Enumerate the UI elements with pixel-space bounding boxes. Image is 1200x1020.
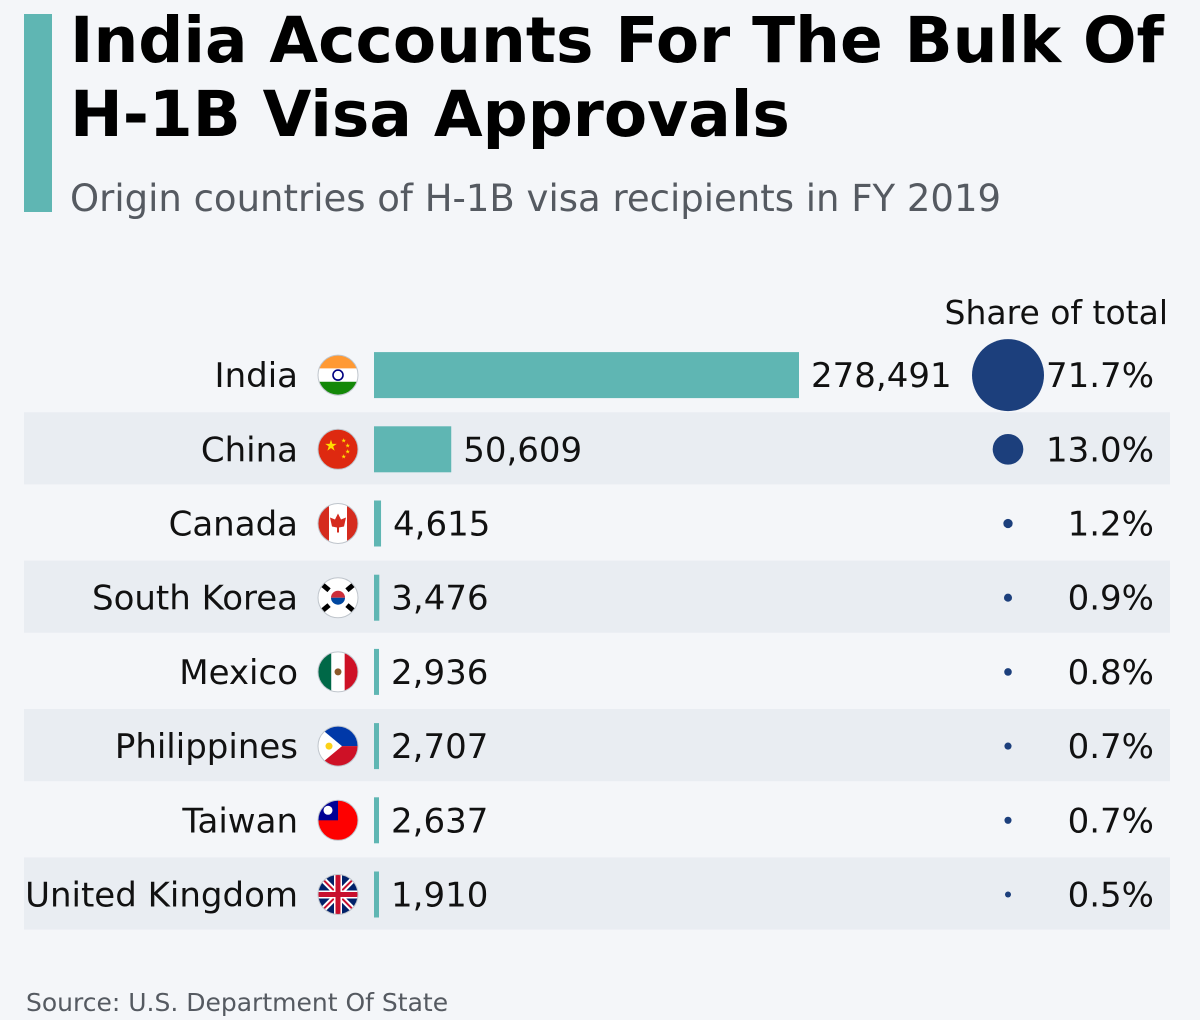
svg-text:★: ★: [345, 442, 350, 449]
share-dot: [1003, 593, 1013, 602]
data-bar: [374, 871, 379, 918]
data-bar: [374, 426, 452, 473]
chart-row: Taiwan 2,637 0.7%: [181, 797, 1154, 844]
svg-text:★: ★: [341, 453, 346, 460]
value-label: 4,615: [393, 505, 490, 545]
china-flag-icon: ★ ★★★★: [317, 428, 359, 470]
category-label: Philippines: [115, 727, 298, 767]
data-bar: [374, 574, 380, 621]
chart-subtitle: Origin countries of H-1B visa recipients…: [70, 177, 1002, 220]
source-note: Source: U.S. Department Of State: [26, 988, 449, 1017]
share-dot: [1004, 816, 1012, 824]
share-dot: [1004, 742, 1012, 750]
data-bar: [374, 797, 379, 844]
chart-row: South Korea 3,476 0.9%: [24, 560, 1170, 633]
mexico-flag-icon: [317, 651, 359, 693]
united-kingdom-flag-icon: [317, 874, 359, 915]
category-label: Canada: [169, 505, 298, 545]
category-label: Mexico: [179, 653, 298, 693]
data-bar: [374, 500, 382, 547]
chart-row: China ★ ★★★★ 50,609 13.0%: [24, 412, 1170, 485]
canada-flag-icon: [317, 503, 359, 544]
svg-text:★: ★: [345, 448, 350, 455]
south-korea-flag-icon: [317, 577, 359, 619]
philippines-flag-icon: [317, 725, 359, 767]
row-stripe: [24, 709, 1170, 782]
value-label: 3,476: [391, 579, 488, 619]
value-label: 278,491: [811, 356, 952, 396]
share-dot: [1003, 518, 1013, 529]
share-dot: [1004, 668, 1012, 676]
row-stripe: [24, 412, 1170, 485]
india-flag-icon: [317, 354, 359, 396]
chart-row: Mexico 2,936 0.8%: [179, 648, 1154, 695]
category-label: China: [201, 430, 298, 470]
value-label: 2,707: [391, 727, 488, 767]
share-label: 0.7%: [1068, 801, 1154, 841]
share-dot: [972, 339, 1044, 412]
share-label: 0.8%: [1068, 653, 1154, 693]
title-accent-bar: [24, 14, 52, 212]
row-stripe: [24, 857, 1170, 930]
chart-row: India 278,491 71.7%: [215, 339, 1154, 412]
share-label: 0.9%: [1068, 579, 1154, 619]
value-label: 2,637: [391, 801, 488, 841]
share-label: 13.0%: [1046, 430, 1154, 470]
share-label: 0.7%: [1068, 727, 1154, 767]
chart-title: India Accounts For The Bulk Of H-1B Visa…: [70, 4, 1164, 151]
share-label: 0.5%: [1068, 876, 1154, 916]
value-label: 2,936: [391, 653, 488, 693]
share-dot: [992, 433, 1024, 465]
value-label: 50,609: [463, 430, 582, 470]
share-label: 1.2%: [1068, 505, 1154, 545]
chart-row: United Kingdom 1,910 0.5%: [24, 857, 1170, 930]
row-stripe: [24, 560, 1170, 633]
chart-row: Philippines 2,707 0.7%: [24, 709, 1170, 782]
data-bar: [374, 723, 379, 770]
svg-text:★: ★: [341, 437, 346, 444]
data-bar: [374, 352, 799, 399]
svg-text:★: ★: [324, 436, 337, 454]
share-label: 71.7%: [1046, 356, 1154, 396]
chart-row: Canada 4,615 1.2%: [169, 500, 1154, 547]
share-dot: [1004, 891, 1012, 898]
category-label: Taiwan: [181, 801, 298, 841]
category-label: United Kingdom: [25, 876, 298, 916]
category-label: South Korea: [92, 579, 298, 619]
share-column-header: Share of total: [944, 293, 1168, 332]
category-label: India: [215, 356, 298, 396]
taiwan-flag-icon: [317, 799, 359, 841]
value-label: 1,910: [391, 876, 488, 916]
data-bar: [374, 648, 379, 695]
